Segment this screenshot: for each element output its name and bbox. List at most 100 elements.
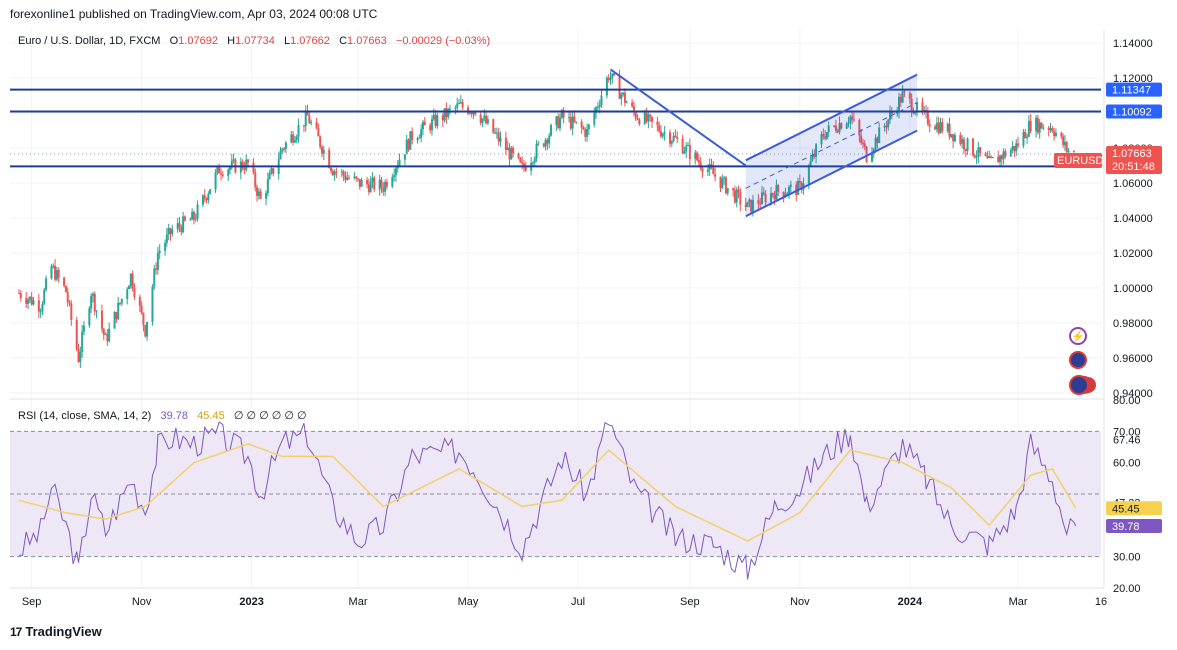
candle-body — [537, 143, 540, 145]
x-tick-label: 16 — [1095, 596, 1107, 608]
price-tick-label: 1.12000 — [1113, 73, 1153, 85]
candle-body — [908, 92, 911, 99]
candle-body — [607, 77, 610, 80]
candle-body — [499, 137, 502, 142]
candle-body — [140, 305, 143, 313]
candle-body — [256, 187, 259, 196]
candle-body — [1002, 151, 1005, 160]
candle-body — [889, 112, 892, 120]
candle-body — [384, 181, 387, 192]
candle-body — [712, 167, 715, 175]
candle-body — [227, 169, 230, 176]
candle-body — [155, 268, 158, 270]
publisher-line: forexonline1 published on TradingView.co… — [10, 7, 378, 21]
candle-body — [344, 175, 347, 180]
candle-body — [167, 228, 170, 235]
candle-body — [1047, 127, 1050, 131]
candle-body — [306, 111, 309, 116]
candle-body — [302, 125, 305, 127]
candle-body — [1022, 131, 1025, 146]
price-tick-label: 0.94000 — [1113, 388, 1153, 400]
candle-body — [411, 131, 414, 141]
candle-body — [219, 173, 222, 175]
candle-body — [1053, 131, 1056, 137]
candle-body — [557, 116, 560, 129]
candle-body — [658, 125, 661, 132]
candle-body — [169, 228, 172, 235]
calendar-icon[interactable] — [1069, 351, 1087, 369]
candle-body — [661, 133, 664, 137]
candle-body — [847, 122, 850, 124]
candle-body — [504, 137, 507, 151]
candle-body — [378, 179, 381, 190]
candle-body — [999, 155, 1002, 163]
candle-body — [512, 147, 515, 154]
candle-body — [32, 300, 35, 305]
candle-body — [622, 92, 625, 95]
candle-body — [786, 193, 789, 195]
price-tick-label: 1.14000 — [1113, 38, 1153, 50]
candle-body — [962, 139, 965, 149]
rsi-tick-label: 30.00 — [1113, 552, 1141, 564]
candle-body — [1027, 120, 1030, 137]
rsi-band-fill — [10, 431, 1101, 557]
candle-body — [914, 112, 917, 114]
candle-body — [625, 102, 628, 104]
candle-body — [546, 139, 549, 144]
candle-body — [468, 112, 471, 114]
candle-body — [645, 112, 648, 122]
candle-body — [800, 182, 803, 190]
candle-body — [649, 114, 652, 117]
candle-body — [214, 172, 217, 190]
candle-body — [483, 115, 486, 119]
candle-body — [88, 308, 91, 326]
candle-body — [1067, 150, 1070, 152]
candle-body — [320, 146, 323, 154]
candle-body — [494, 132, 497, 134]
candle-body — [676, 137, 679, 140]
candle-body — [883, 125, 886, 128]
candle-body — [310, 122, 313, 124]
candle-body — [355, 176, 358, 179]
candle-body — [605, 77, 608, 96]
x-tick-label: May — [458, 596, 479, 608]
candle-body — [562, 110, 565, 118]
candle-body — [1042, 127, 1045, 129]
candle-body — [272, 168, 275, 174]
candle-body — [775, 185, 778, 200]
candle-body — [809, 160, 812, 166]
candle-body — [335, 171, 338, 173]
symbol-tag-bg — [1054, 152, 1102, 168]
price-tags: 1.113471.100921.069531.0766320:51:48EURU… — [1054, 82, 1162, 534]
candle-body — [1036, 117, 1039, 133]
change-value: −0.00029 (−0.03%) — [395, 35, 491, 47]
lightning-icon[interactable]: ⚡ — [1069, 327, 1087, 345]
candle-body — [360, 180, 363, 187]
candle-body — [229, 167, 232, 170]
candle-body — [822, 134, 825, 137]
candle-body — [759, 203, 762, 205]
rsi-title: RSI (14, close, SMA, 14, 2) — [18, 410, 152, 422]
us-flag-icon[interactable] — [1069, 375, 1089, 395]
candle-body — [146, 321, 149, 337]
candle-body — [811, 154, 814, 161]
price-tick-label: 1.02000 — [1113, 248, 1153, 260]
candle-body — [322, 149, 325, 154]
candle-body — [643, 112, 646, 125]
candle-body — [290, 134, 293, 143]
candle-body — [266, 179, 269, 194]
candle-body — [870, 153, 873, 162]
candle-body — [441, 115, 444, 121]
candle-body — [596, 106, 599, 108]
footer: 17 TradingView — [10, 624, 102, 639]
close-value: 1.07663 — [347, 35, 387, 47]
candle-body — [988, 156, 991, 159]
candle-body — [319, 136, 322, 147]
candle-body — [37, 300, 40, 312]
high-value: 1.07734 — [235, 35, 275, 47]
x-tick-label: Nov — [790, 596, 810, 608]
level-price-tag-bg — [1106, 104, 1162, 119]
candle-body — [820, 134, 823, 145]
